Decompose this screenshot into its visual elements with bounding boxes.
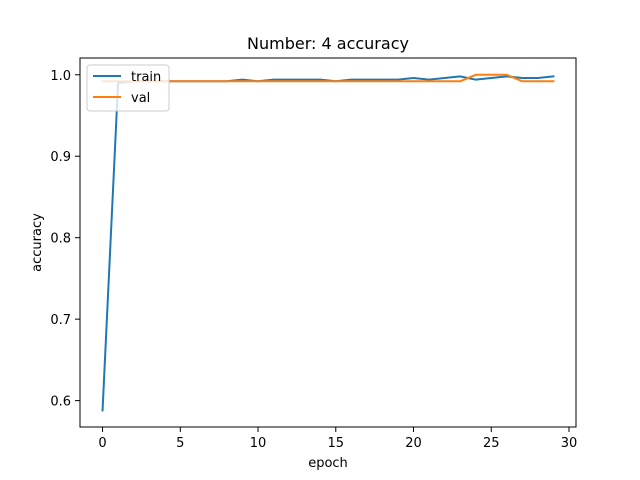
legend: train val: [86, 64, 170, 112]
plot-area: [101, 73, 555, 412]
x-tick-label: 30: [561, 436, 578, 451]
x-tick-label: 15: [328, 436, 345, 451]
y-tick-label: 0.8: [50, 232, 71, 247]
x-tick-label: 5: [176, 436, 184, 451]
x-tick-label: 20: [405, 436, 422, 451]
y-tick-label: 0.6: [50, 395, 71, 410]
x-tick-label: 0: [98, 436, 106, 451]
chart-title: Number: 4 accuracy: [247, 34, 409, 53]
y-tick-label: 0.9: [50, 150, 71, 165]
series-line-val: [101, 73, 555, 83]
legend-label-val: val: [131, 91, 150, 106]
x-tick-label: 10: [250, 436, 267, 451]
x-axis-label: epoch: [308, 456, 348, 471]
x-axis: 0 5 10 15 20 25 30: [98, 427, 577, 451]
y-axis: 0.6 0.7 0.8 0.9 1.0: [50, 69, 80, 410]
axes-frame: [79, 57, 577, 428]
y-axis-label: accuracy: [30, 213, 45, 272]
x-tick-label: 25: [483, 436, 500, 451]
y-tick-label: 1.0: [50, 69, 71, 84]
y-tick-label: 0.7: [50, 313, 71, 328]
legend-label-train: train: [131, 70, 161, 85]
